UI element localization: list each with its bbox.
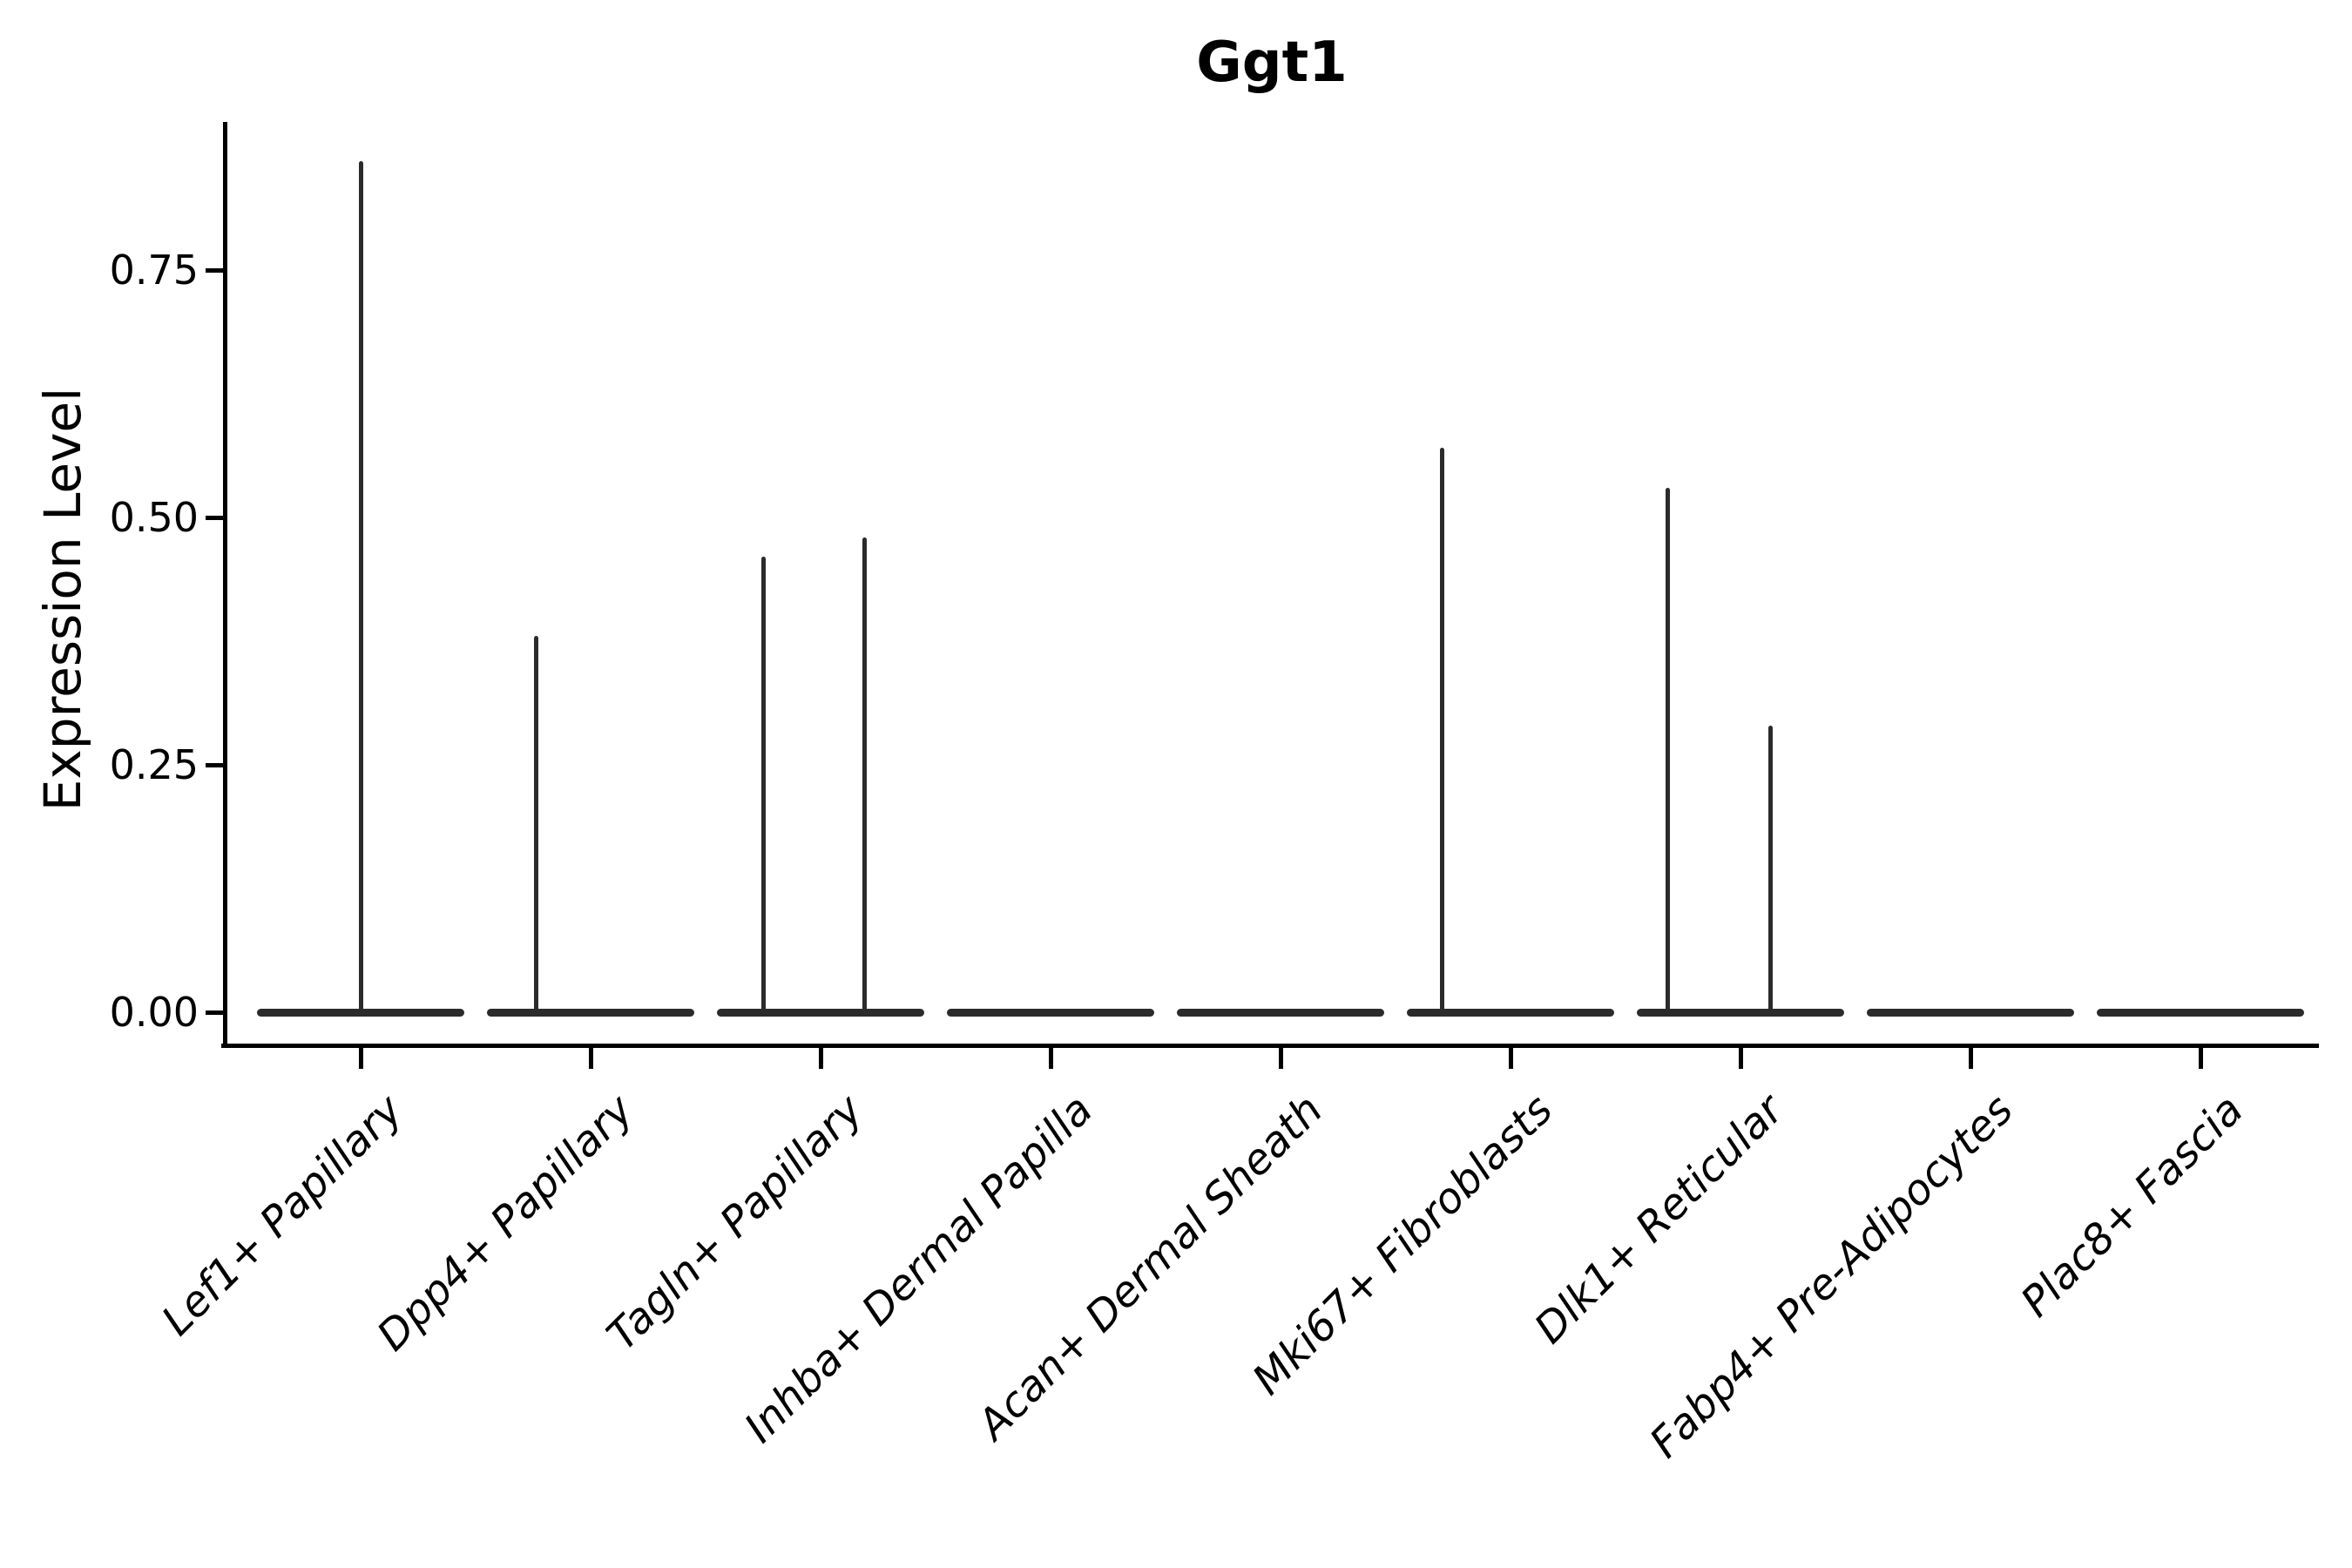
violin-spike <box>760 557 766 1016</box>
y-tick-label: 0.25 <box>109 741 199 788</box>
y-tick-mark <box>205 515 223 520</box>
x-tick-label: Plac8+ Fascia <box>2011 1085 2253 1327</box>
y-tick-label: 0.50 <box>109 494 199 541</box>
violin-spike <box>1767 725 1773 1016</box>
x-axis-line <box>221 1044 2319 1048</box>
violin-spike <box>862 537 868 1016</box>
violin-base <box>1867 1008 2074 1017</box>
y-tick-mark <box>205 267 223 273</box>
y-tick-label: 0.75 <box>109 247 199 294</box>
y-tick-mark <box>205 762 223 767</box>
x-tick-label: Dpp4+ Papillary <box>368 1085 643 1361</box>
violin-base <box>1637 1008 1844 1017</box>
violin-spike <box>1665 487 1670 1016</box>
violin-base <box>487 1008 694 1017</box>
violin-spike <box>1439 448 1444 1016</box>
x-tick-mark <box>1048 1048 1053 1069</box>
y-tick-mark <box>205 1010 223 1015</box>
violin-base <box>2097 1008 2304 1017</box>
x-tick-mark <box>1738 1048 1743 1069</box>
x-tick-mark <box>818 1048 823 1069</box>
y-axis-line <box>222 122 227 1048</box>
violin-base <box>947 1008 1154 1017</box>
x-tick-mark <box>358 1048 363 1069</box>
violin-base <box>1407 1008 1614 1017</box>
x-tick-mark <box>1508 1048 1513 1069</box>
x-tick-mark <box>1968 1048 1973 1069</box>
violin-base <box>1177 1008 1384 1017</box>
violin-spike <box>358 161 363 1016</box>
x-tick-label: Lef1+ Papillary <box>152 1085 413 1346</box>
x-tick-label: Tagln+ Papillary <box>598 1085 873 1361</box>
y-tick-label: 0.00 <box>109 989 199 1036</box>
plot-title: Ggt1 <box>1196 30 1348 95</box>
x-tick-label: Dlk1+ Reticular <box>1524 1085 1793 1354</box>
violin-spike <box>534 636 539 1016</box>
violin-base <box>717 1008 924 1017</box>
x-tick-mark <box>2198 1048 2203 1069</box>
x-tick-label: Fabp4+ Pre-Adipocytes <box>1640 1085 2023 1468</box>
x-tick-mark <box>588 1048 593 1069</box>
y-axis-label: Expression Level <box>33 387 92 812</box>
x-tick-mark <box>1278 1048 1283 1069</box>
